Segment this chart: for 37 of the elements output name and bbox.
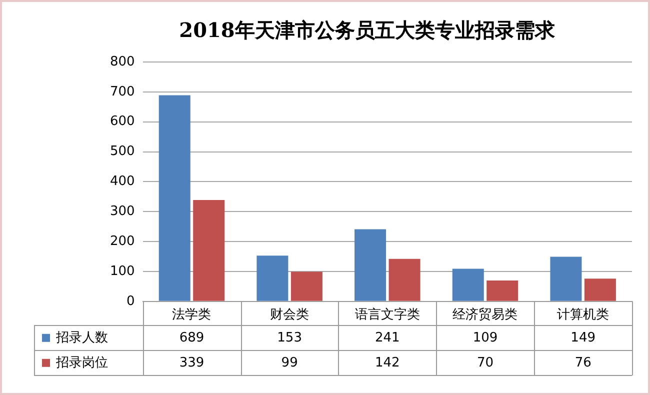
x-tick-label: 计算机类	[557, 308, 610, 323]
y-tick-label: 800	[110, 54, 135, 70]
y-tick-label: 400	[110, 174, 135, 190]
bar	[452, 268, 484, 301]
data-label: 149	[570, 330, 596, 346]
y-tick-label: 0	[126, 294, 135, 309]
data-label: 76	[574, 355, 592, 370]
bar	[158, 95, 190, 301]
data-label: 153	[277, 330, 302, 346]
bar	[388, 258, 420, 301]
bar	[256, 256, 288, 301]
data-label: 241	[374, 330, 400, 346]
x-tick-label: 语言文字类	[354, 306, 420, 323]
x-tick-label: 法学类	[172, 308, 212, 323]
data-label: 70	[476, 355, 494, 370]
data-label: 689	[179, 330, 204, 346]
y-tick-label: 700	[110, 84, 135, 100]
x-tick-label: 财会类	[270, 308, 310, 323]
bar	[193, 200, 225, 301]
data-label: 109	[472, 330, 498, 346]
bar	[486, 280, 518, 301]
y-tick-label: 600	[110, 114, 135, 130]
bar	[584, 278, 616, 301]
data-label: 99	[281, 355, 298, 370]
y-tick-label: 200	[110, 234, 135, 249]
data-label: 142	[374, 355, 400, 370]
bar	[290, 272, 322, 301]
legend-label: 招录人数	[55, 330, 108, 346]
data-label: 339	[179, 355, 204, 370]
y-tick-label: 500	[110, 144, 135, 160]
bar	[550, 256, 582, 301]
x-tick-label: 经济贸易类	[452, 308, 518, 323]
chart-title: 2018年天津市公务员五大类专业招录需求	[179, 18, 556, 42]
legend-label: 招录岗位	[55, 355, 108, 370]
y-tick-label: 100	[110, 264, 135, 279]
y-tick-label: 300	[110, 204, 135, 219]
bar	[354, 229, 386, 301]
